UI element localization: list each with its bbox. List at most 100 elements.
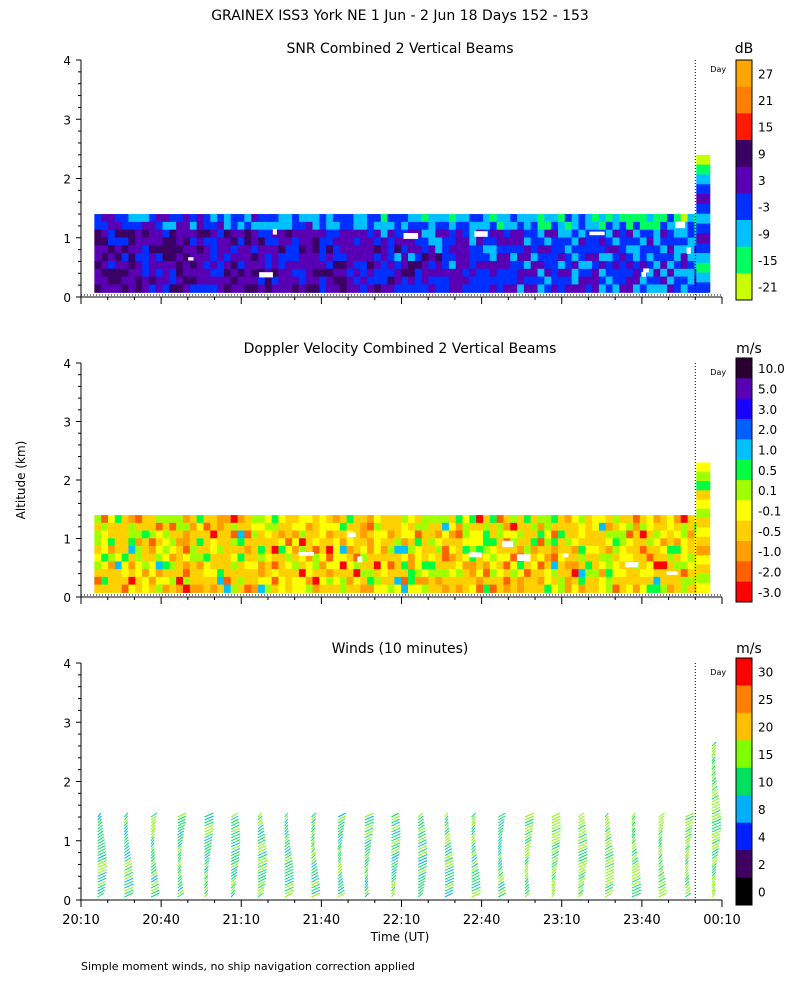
wind-barb <box>631 868 640 874</box>
heatmap-cell <box>332 221 341 231</box>
heatmap-cell <box>633 276 641 286</box>
wind-barb <box>551 830 561 836</box>
heatmap-cell <box>257 229 266 239</box>
wind-barb <box>391 865 398 871</box>
heatmap-cell <box>435 522 443 532</box>
data-gap <box>188 257 194 261</box>
wind-barb <box>97 877 107 883</box>
wind-barb <box>417 839 427 845</box>
heatmap-cell <box>696 164 711 175</box>
heatmap-cell <box>687 276 695 286</box>
heatmap-cell <box>128 284 136 293</box>
heatmap-cell <box>223 561 232 570</box>
heatmap-cell <box>360 569 368 578</box>
wind-barb <box>150 886 160 892</box>
heatmap-cell <box>373 214 382 223</box>
heatmap-cell <box>653 561 661 570</box>
heatmap-cell <box>203 538 211 547</box>
heatmap-cell <box>210 538 218 547</box>
wind-barb <box>337 883 344 889</box>
wind-barb <box>444 857 454 862</box>
heatmap-cell <box>142 260 150 270</box>
wind-barb <box>150 880 159 886</box>
heatmap-cell <box>469 553 477 563</box>
wind-profile <box>551 812 561 898</box>
heatmap-cell <box>646 569 655 578</box>
heatmap-cell <box>537 229 545 239</box>
heatmap-cell <box>483 576 491 586</box>
heatmap-cell <box>353 245 361 254</box>
heatmap-cell <box>278 221 286 231</box>
heatmap-cell <box>667 214 675 223</box>
heatmap-cell <box>442 522 450 532</box>
heatmap-cell <box>169 515 177 524</box>
heatmap-cell <box>421 569 430 578</box>
heatmap-cell <box>667 584 675 593</box>
wind-barb <box>177 827 185 833</box>
heatmap-cell <box>346 553 355 563</box>
heatmap-cell <box>155 260 164 270</box>
heatmap-cell <box>483 276 491 286</box>
heatmap-cell <box>639 576 648 586</box>
heatmap-cell <box>387 530 395 539</box>
heatmap-cell <box>394 538 402 547</box>
heatmap-cell <box>244 530 252 539</box>
heatmap-cell <box>271 237 280 246</box>
heatmap-cell <box>421 268 430 278</box>
heatmap-cell <box>162 268 170 278</box>
wind-barb <box>524 824 534 830</box>
wind-barb <box>497 871 504 877</box>
heatmap-cell <box>107 530 116 539</box>
heatmap-cell <box>469 561 477 570</box>
wind-barb <box>311 827 316 833</box>
heatmap-cell <box>469 229 477 239</box>
heatmap-cell <box>176 221 184 231</box>
wind-barb <box>177 877 183 883</box>
heatmap-cell <box>696 272 711 283</box>
heatmap-cell <box>176 284 184 293</box>
heatmap-cell <box>244 276 252 286</box>
heatmap-cell <box>101 569 109 578</box>
heatmap-cell <box>339 584 348 593</box>
heatmap-cell <box>653 553 661 563</box>
heatmap-cell <box>578 515 586 524</box>
heatmap-cell <box>626 276 634 286</box>
wind-barb <box>631 812 636 818</box>
heatmap-cell <box>230 268 239 278</box>
wind-barb <box>685 836 692 842</box>
heatmap-cell <box>696 583 711 593</box>
heatmap-cell <box>353 553 361 563</box>
heatmap-cell <box>517 237 525 246</box>
heatmap-cell <box>414 229 423 239</box>
heatmap-cell <box>251 260 259 270</box>
wind-barb <box>124 860 132 865</box>
heatmap-cell <box>428 284 436 293</box>
wind-barb <box>150 863 157 868</box>
heatmap-cell <box>312 221 320 231</box>
heatmap-cell <box>244 245 252 254</box>
wind-barb <box>631 830 636 836</box>
heatmap-cell <box>483 214 491 223</box>
wind-barb <box>444 824 449 830</box>
heatmap-cell <box>169 245 177 254</box>
colorbar-segment <box>736 795 752 824</box>
colorbar-frame <box>735 59 753 301</box>
wind-barb <box>524 877 529 883</box>
heatmap-cell <box>530 237 539 246</box>
heatmap-cell <box>510 569 518 578</box>
heatmap-cell <box>496 553 505 563</box>
data-gap <box>403 233 419 239</box>
wind-barb <box>497 860 503 865</box>
heatmap-cell <box>114 284 123 293</box>
heatmap-cell <box>394 253 402 262</box>
heatmap-cell <box>353 538 361 547</box>
heatmap-cell <box>435 214 443 223</box>
wind-barb <box>471 839 476 845</box>
heatmap-cell <box>278 276 286 286</box>
heatmap-cell <box>210 253 218 262</box>
heatmap-cell <box>598 253 607 262</box>
heatmap-cell <box>585 276 593 286</box>
wind-barb <box>124 886 134 892</box>
heatmap-cell <box>373 284 382 293</box>
wind-barb <box>551 842 561 848</box>
